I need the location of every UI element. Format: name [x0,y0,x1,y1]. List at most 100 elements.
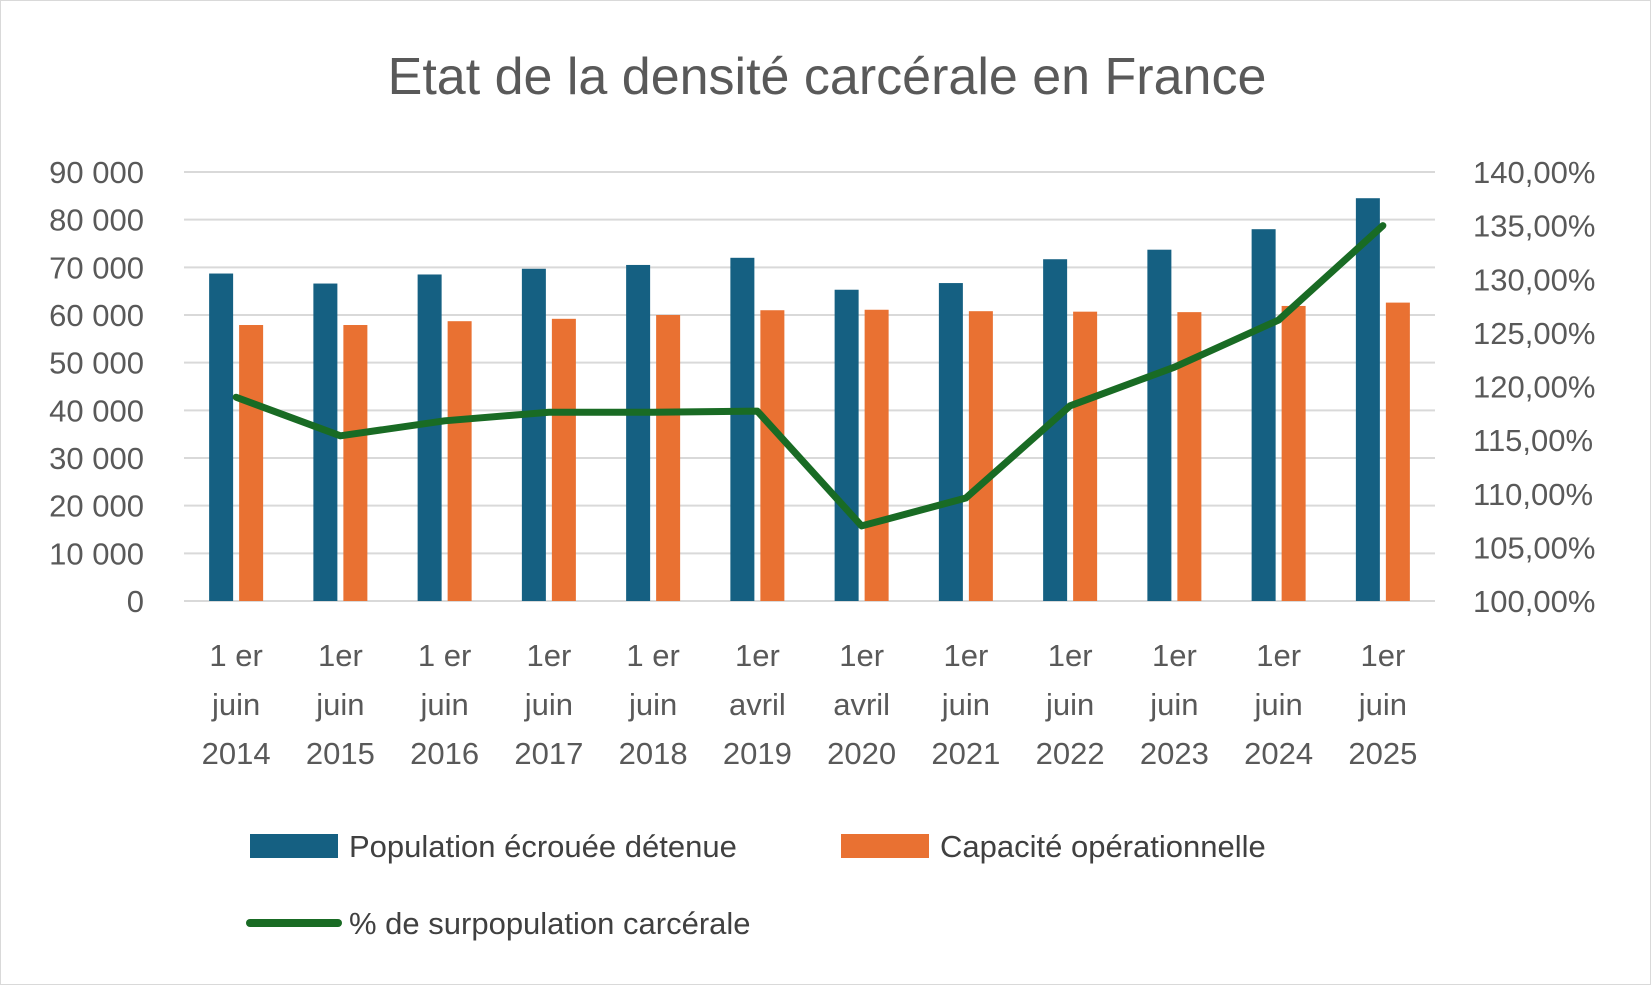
bar-capacite [1073,311,1098,601]
y-right-tick-label: 140,00% [1473,155,1595,190]
y-left-tick-label: 60 000 [49,298,144,333]
x-tick-label: 1er [839,638,884,673]
bar-population [1251,229,1276,601]
x-tick-label: 2022 [1036,736,1105,771]
x-tick-label: avril [729,687,786,722]
y-axis-left: 0 10 000 20 000 30 000 40 000 50 000 60 000 70 … [49,155,144,619]
y-right-tick-label: 120,00% [1473,370,1595,405]
x-tick-label: juin [941,687,990,722]
y-right-tick-label: 130,00% [1473,262,1595,297]
x-tick-label: juin [419,687,468,722]
x-tick-label: 1er [1360,638,1405,673]
bar-population [730,257,755,601]
x-tick-label: 1er [1048,638,1093,673]
y-left-tick-label: 50 000 [49,346,144,381]
x-tick-label: 1er [318,638,363,673]
x-tick-label: juin [211,687,260,722]
bar-population [521,268,546,601]
bar-capacite [551,318,576,601]
bar-capacite [447,321,472,601]
x-tick-label: 1er [1256,638,1301,673]
x-tick-label: 2019 [723,736,792,771]
y-right-tick-label: 110,00% [1473,477,1593,512]
line-point [547,410,551,414]
line-point [1277,318,1281,322]
y-left-tick-label: 30 000 [49,441,144,476]
x-tick-label: 1 er [418,638,471,673]
x-tick-label: juin [315,687,364,722]
chart-title: Etat de la densité carcérale en France [388,48,1267,106]
line-point [1381,224,1385,228]
legend-swatch [841,834,929,858]
bar-capacite [1281,305,1306,601]
x-tick-label: 2017 [514,736,583,771]
line-point [651,410,655,414]
x-tick-label: 1er [735,638,780,673]
bar-population [834,289,859,601]
bar-capacite [760,310,785,601]
x-tick-label: 2023 [1140,736,1209,771]
line-point [1068,404,1072,408]
x-tick-label: 2016 [410,736,479,771]
bar-population [1355,198,1380,601]
line-point [964,496,968,500]
bar-population [417,274,442,601]
bar-population [626,264,651,601]
surpopulation-line [232,222,1387,530]
y-axis-right: 100,00% 105,00% 110,00% 115,00% 120,00% 125,0… [1473,155,1595,619]
bar-population [313,283,338,601]
y-right-tick-label: 135,00% [1473,209,1595,244]
x-tick-label: avril [833,687,890,722]
line-point [443,419,447,423]
x-tick-label: 2024 [1244,736,1313,771]
x-tick-label: 1er [1152,638,1197,673]
y-right-tick-label: 125,00% [1473,316,1595,351]
x-tick-label: juin [628,687,677,722]
y-right-tick-label: 115,00% [1473,423,1593,458]
x-tick-label: juin [1149,687,1198,722]
x-tick-label: 1 er [626,638,679,673]
bar-population [938,283,963,601]
y-left-tick-label: 90 000 [49,155,144,190]
bar-capacite [864,309,889,601]
gridlines [184,171,1435,602]
x-axis: 1 er juin 2014 1er juin 2015 1 er juin 2016 1er ju… [202,638,1418,771]
x-tick-label: 1er [943,638,988,673]
legend-label: Capacité opérationnelle [940,829,1266,864]
x-tick-label: juin [1358,687,1407,722]
legend-label: Population écrouée détenue [349,829,737,864]
y-left-tick-label: 20 000 [49,489,144,524]
x-tick-label: 2014 [202,736,271,771]
legend: Population écrouée détenue Capacité opéra… [246,829,1266,941]
x-tick-label: 1 er [209,638,262,673]
line-point [338,434,342,438]
line-point [755,409,759,413]
x-tick-label: 2020 [827,736,896,771]
x-tick-label: 2015 [306,736,375,771]
y-right-tick-label: 105,00% [1473,530,1595,565]
x-tick-label: 1er [526,638,571,673]
bar-population [209,273,234,601]
legend-swatch [250,834,338,858]
x-tick-label: juin [1253,687,1302,722]
y-left-tick-label: 70 000 [49,250,144,285]
line-point [860,524,864,528]
bar-capacite [656,315,681,601]
x-tick-label: juin [1045,687,1094,722]
y-left-tick-label: 10 000 [49,536,144,571]
x-tick-label: 2021 [931,736,1000,771]
x-tick-label: juin [524,687,573,722]
y-left-tick-label: 40 000 [49,393,144,428]
bar-capacite [343,325,368,601]
line-point [1172,365,1176,369]
line-point [234,395,238,399]
legend-label: % de surpopulation carcérale [349,906,751,941]
bar-population [1147,249,1172,602]
x-tick-label: 2025 [1348,736,1417,771]
bar-capacite [239,325,264,601]
y-left-tick-label: 0 [127,584,144,619]
line-series [232,222,1387,530]
bars [209,198,1410,602]
